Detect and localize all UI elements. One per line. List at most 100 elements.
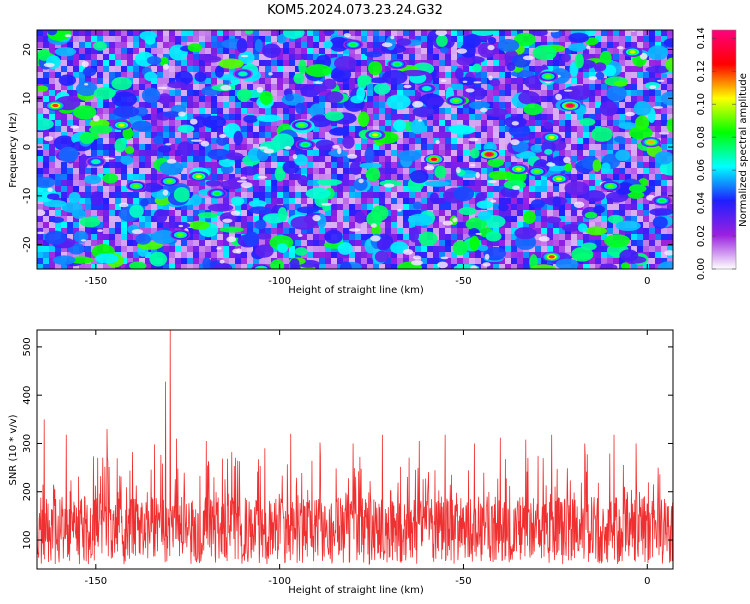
heatmap-blob [147,56,162,65]
heatmap-cell [541,246,547,252]
heatmap-cell [187,30,193,36]
heatmap-cell [283,54,289,60]
heatmap-cell [487,192,493,198]
heatmap-blob [523,103,543,115]
heatmap-blob [478,42,496,58]
heatmap-cell [655,258,661,264]
heatmap-hotspot [233,69,253,79]
heatmap-blob [398,150,422,161]
heatmap-cell [511,210,517,216]
heatmap-blob [325,91,343,103]
heatmap-cell [85,246,91,252]
heatmap-cell [565,120,571,126]
heatmap-cell [277,72,283,78]
heatmap-cell [355,192,361,198]
heatmap-cell [325,252,331,258]
heatmap-cell [565,234,571,240]
heatmap-cell [115,162,121,168]
heatmap-cell [649,258,655,264]
heatmap-cell [349,78,355,84]
heatmap-cell [109,54,115,60]
heatmap-cell [655,108,661,114]
heatmap-cell [577,150,583,156]
heatmap-cell [439,72,445,78]
heatmap-blob [249,200,267,207]
heatmap-gap [653,106,663,109]
heatmap-cell [37,246,43,252]
heatmap-cell [301,168,307,174]
figure-title: KOM5.2024.073.23.24.G32 [267,3,443,18]
heatmap-cell [343,186,349,192]
heatmap-gap [314,81,323,84]
heatmap-cell [259,78,265,84]
heatmap-cell [499,72,505,78]
heatmap-cell [37,150,43,156]
heatmap-hotspot [112,120,132,130]
heatmap-cell [349,210,355,216]
heatmap-hotspot [207,188,227,198]
heatmap-blob [167,81,186,88]
heatmap-gap [344,33,351,37]
heatmap-cell [457,228,463,234]
heatmap-blob [614,136,625,142]
heatmap-cell [613,204,619,210]
heatmap-cell [541,228,547,234]
heatmap-cell [595,96,601,102]
heatmap-cell [259,180,265,186]
heatmap-cell [37,42,43,48]
heatmap-blob [440,47,449,53]
heatmap-blob [198,212,218,218]
heatmap-cell [355,54,361,60]
heatmap-cell [661,234,667,240]
heatmap-blob [600,101,618,116]
heatmap-gap [44,136,53,141]
heatmap-cell [271,78,277,84]
heatmap-cell [649,240,655,246]
heatmap-blob [226,152,244,160]
heatmap-gap [586,46,590,50]
heatmap-cell [313,174,319,180]
heatmap-cell [583,126,589,132]
heatmap-blob [358,111,369,127]
heatmap-cell [463,114,469,120]
heatmap-cell [151,174,157,180]
heatmap-cell [253,138,259,144]
heatmap-cell [37,108,43,114]
heatmap-cell [343,234,349,240]
heatmap-cell [331,162,337,168]
heatmap-cell [109,132,115,138]
heatmap-cell [265,60,271,66]
heatmap-blob [132,121,152,132]
heatmap-cell [73,54,79,60]
heatmap-cell [187,108,193,114]
heatmap-cell [571,210,577,216]
heatmap-cell [61,66,67,72]
heatmap-cell [79,36,85,42]
heatmap-gap [163,64,169,70]
heatmap-cell [181,60,187,66]
heatmap-blob [317,179,342,185]
heatmap-cell [535,114,541,120]
heatmap-cell [391,144,397,150]
heatmap-cell [439,234,445,240]
heatmap-cell [403,168,409,174]
heatmap-cell [607,120,613,126]
heatmap-cell [217,174,223,180]
heatmap-cell [571,78,577,84]
heatmap-cell [85,42,91,48]
heatmap-blob [129,204,144,217]
heatmap-cell [361,30,367,36]
heatmap-cell [307,246,313,252]
heatmap-cell [469,258,475,264]
heatmap-cell [37,216,43,222]
heatmap-blob [568,85,590,100]
heatmap-cell [277,156,283,162]
heatmap-cell [193,258,199,264]
heatmap-cell [655,240,661,246]
heatmap-cell [349,198,355,204]
heatmap-cell [379,192,385,198]
x-tick-label: -150 [84,276,107,287]
heatmap-gap [488,76,492,81]
heatmap-cell [127,240,133,246]
heatmap-cell [607,258,613,264]
